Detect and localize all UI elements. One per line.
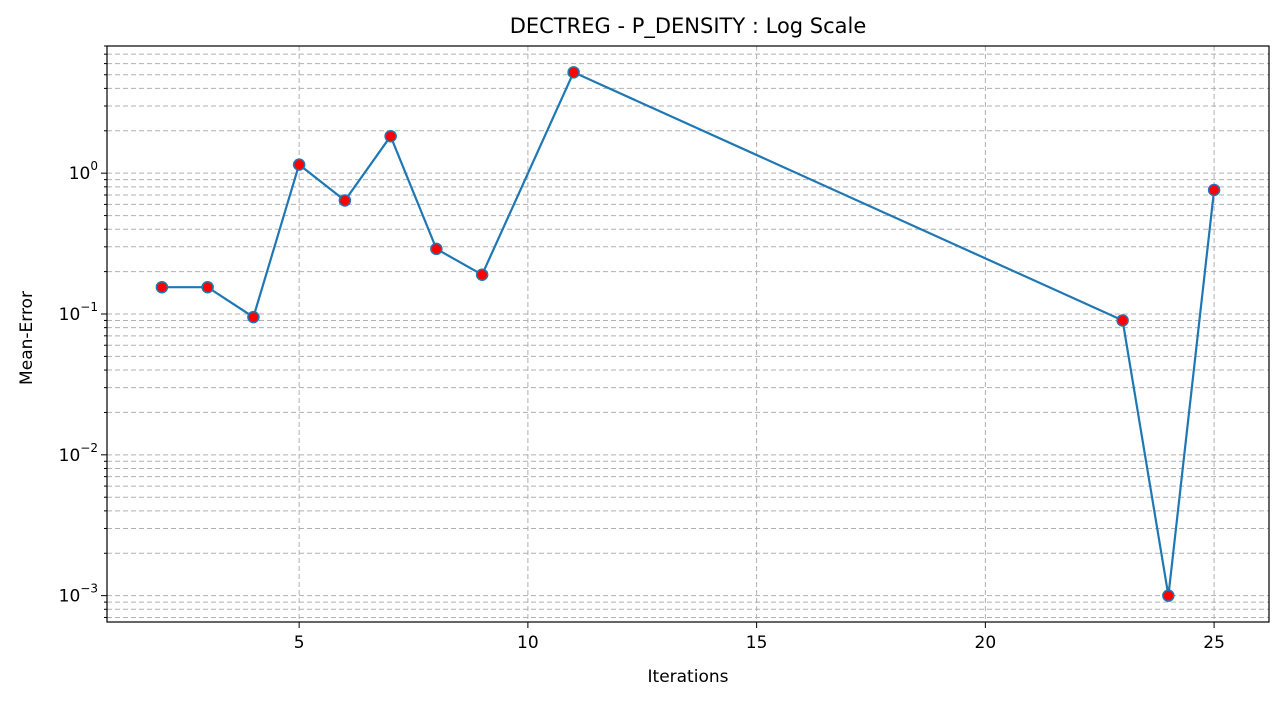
- chart-title: DECTREG - P_DENSITY : Log Scale: [510, 14, 867, 39]
- x-tick-label: 20: [975, 633, 997, 653]
- x-tick-label: 25: [1203, 633, 1225, 653]
- series-line: [161, 70, 1216, 596]
- x-tick-label: 10: [517, 633, 539, 653]
- tick-layer: 5 10 15 20 25 10−3 10−2 10−1 100: [59, 45, 1225, 653]
- data-point: [1116, 314, 1129, 327]
- y-tick-label: 10−1: [59, 300, 98, 325]
- data-point: [1162, 589, 1175, 602]
- plot-frame: [106, 45, 1270, 623]
- x-axis-label: Iterations: [648, 667, 729, 687]
- grid-layer: [107, 45, 1269, 622]
- data-point: [155, 280, 169, 294]
- data-point: [338, 194, 352, 207]
- x-tick-label: 15: [746, 633, 768, 653]
- data-point: [384, 129, 397, 143]
- data-point: [292, 158, 306, 171]
- data-point: [475, 268, 489, 281]
- x-tick-label: 5: [294, 633, 305, 653]
- data-point: [567, 66, 580, 79]
- data-point: [430, 242, 443, 256]
- y-tick-label: 10−3: [59, 582, 98, 607]
- y-tick-label: 10−2: [59, 441, 98, 466]
- y-axis-label: Mean-Error: [17, 291, 37, 385]
- series-layer: [155, 66, 1221, 602]
- data-point: [201, 280, 214, 294]
- data-point: [1207, 183, 1221, 197]
- y-tick-label: 100: [69, 159, 98, 184]
- data-point: [247, 310, 260, 324]
